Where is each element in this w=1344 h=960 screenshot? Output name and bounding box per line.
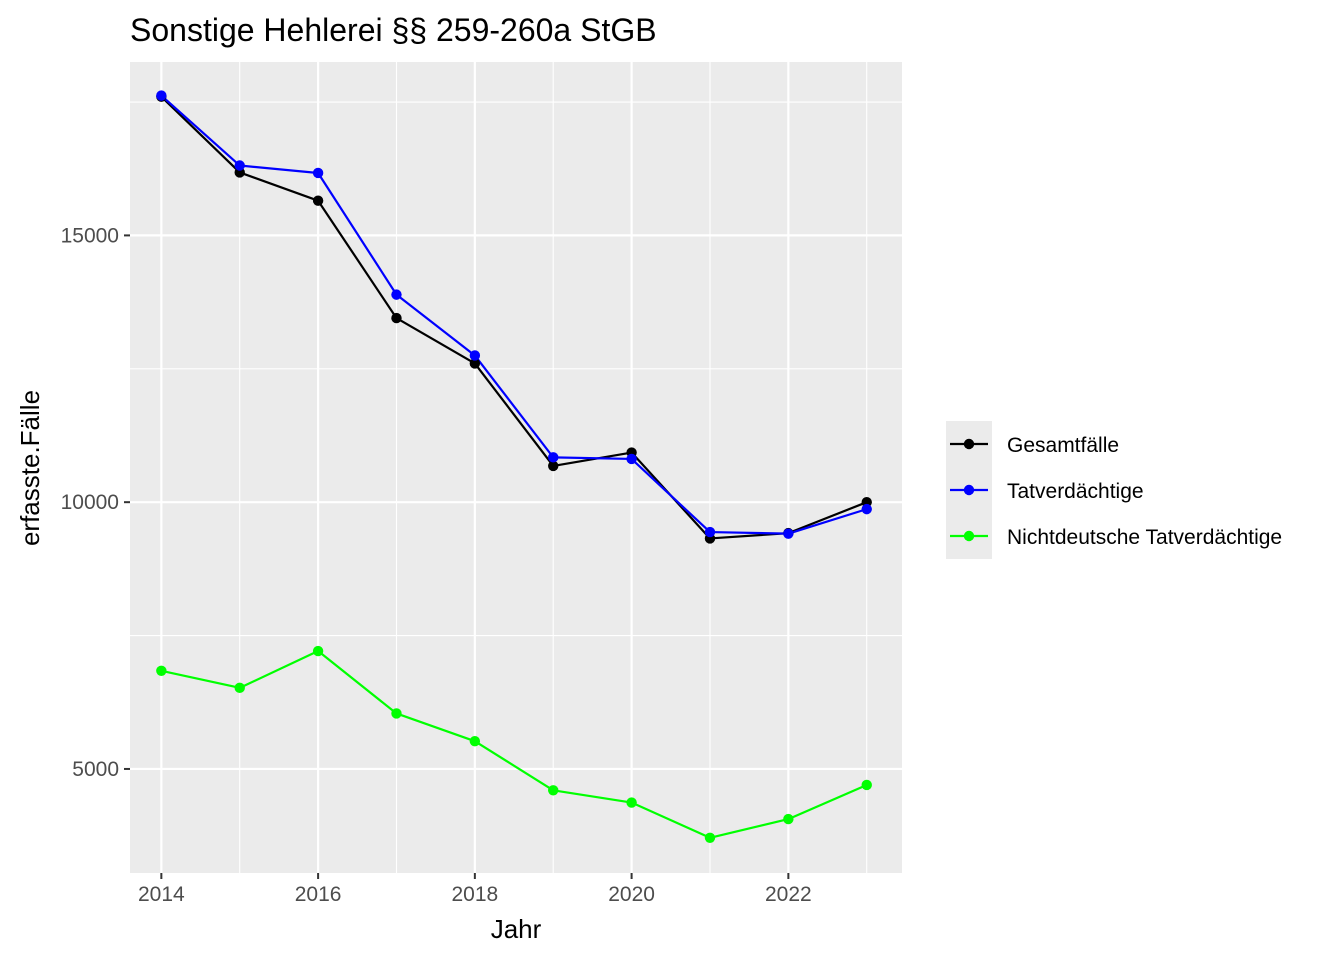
major-gridlines — [130, 62, 902, 873]
x-axis-tick-labels: 2014 2016 2018 2020 2022 — [138, 883, 812, 906]
series-line-1 — [160, 94, 868, 535]
x-tick-label: 2018 — [451, 883, 498, 906]
data-point-1-4 — [469, 350, 481, 361]
data-point-2-6 — [626, 797, 637, 808]
data-point-2-9 — [861, 779, 872, 791]
data-point-2-7 — [704, 832, 716, 843]
legend-key-point-2 — [963, 530, 975, 542]
y-axis-tick-labels: 5000 10000 15000 — [61, 224, 119, 781]
data-point-1-8 — [783, 528, 794, 539]
data-point-1-9 — [861, 503, 872, 515]
chart-title: Sonstige Hehlerei §§ 259-260a StGB — [130, 12, 657, 48]
data-point-2-3 — [391, 708, 402, 719]
series-points — [156, 90, 872, 843]
plot-panel — [130, 62, 902, 873]
x-tick-label: 2022 — [765, 883, 812, 906]
series-lines — [160, 94, 868, 839]
x-tick-label: 2014 — [138, 883, 185, 906]
legend-label-2: Nichtdeutsche Tatverdächtige — [1007, 526, 1282, 549]
data-point-1-6 — [626, 453, 637, 465]
x-tick-label: 2020 — [608, 883, 655, 906]
legend-key-point-0 — [963, 438, 975, 450]
data-point-0-5 — [548, 460, 559, 472]
series-line-2 — [161, 649, 868, 839]
data-point-0-3 — [391, 312, 402, 324]
data-point-1-0 — [156, 90, 167, 101]
y-tick-label: 5000 — [72, 758, 119, 781]
data-point-0-2 — [312, 195, 324, 206]
y-axis-title: erfasste.Fälle — [15, 390, 45, 546]
axis-ticks — [124, 234, 790, 879]
data-point-0-4 — [469, 358, 481, 369]
data-point-2-2 — [312, 645, 324, 657]
data-point-1-2 — [312, 167, 324, 179]
data-point-2-5 — [548, 785, 559, 796]
y-tick-label: 10000 — [61, 491, 119, 514]
data-point-1-5 — [548, 452, 559, 463]
legend: Gesamtfälle Tatverdächtige Nichtdeutsche T… — [946, 421, 1282, 559]
series-line-0 — [160, 95, 868, 540]
legend-key-point-1 — [963, 484, 975, 496]
y-tick-label: 15000 — [61, 224, 119, 247]
data-point-1-3 — [391, 289, 402, 300]
legend-label-0: Gesamtfälle — [1007, 434, 1119, 457]
x-tick-label: 2016 — [295, 883, 342, 906]
data-point-2-1 — [234, 682, 245, 694]
data-point-1-1 — [234, 160, 245, 171]
x-axis-title: Jahr — [491, 914, 542, 944]
data-point-2-8 — [783, 813, 794, 825]
data-point-2-4 — [469, 736, 481, 747]
data-point-1-7 — [704, 526, 716, 538]
data-point-2-0 — [156, 665, 167, 676]
legend-label-1: Tatverdächtige — [1007, 480, 1144, 503]
